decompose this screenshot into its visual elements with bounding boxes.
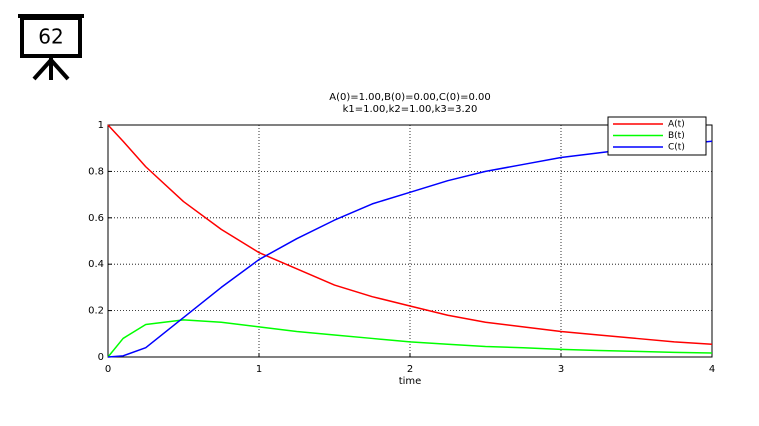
series-line [107,124,713,345]
legend-label: A(t) [668,120,685,130]
y-tick-label: 0 [98,352,104,363]
slide-number: 62 [38,25,63,49]
y-tick-label: 0.2 [88,306,104,317]
chart-title: A(0)=1.00,B(0)=0.00,C(0)=0.00 [329,92,490,103]
easel-leg [49,58,70,81]
easel-icon: 62 [18,14,84,81]
y-tick-label: 0.4 [88,259,104,270]
y-tick-label: 1 [98,120,104,131]
y-tick-label: 0.8 [88,166,104,177]
easel-leg [32,58,53,81]
x-tick-label: 0 [105,364,111,375]
x-tick-label: 2 [407,364,413,375]
x-tick-label: 3 [558,364,564,375]
y-tick-label: 0.6 [88,213,104,224]
series-line [107,140,713,358]
plot-frame [107,124,713,358]
legend-label: B(t) [668,131,685,141]
legend-label: C(t) [668,143,685,153]
x-axis-label: time [399,376,422,387]
series-line [107,319,713,358]
x-tick-label: 1 [256,364,262,375]
chart-subtitle: k1=1.00,k2=1.00,k3=3.20 [343,104,478,115]
x-tick-label: 4 [709,364,715,375]
